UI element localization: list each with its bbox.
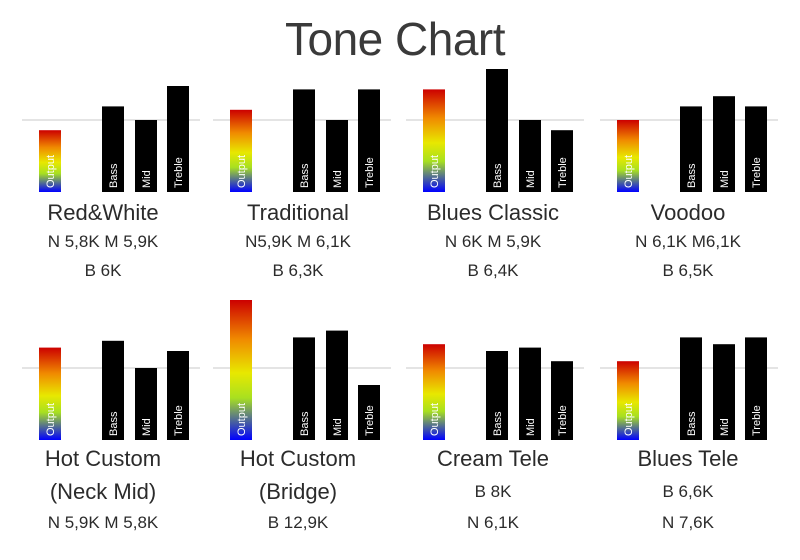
bar-label: Bass — [299, 163, 311, 188]
panel-name: Blues Classic — [427, 200, 559, 225]
bar-label: Bass — [686, 163, 698, 188]
tone-panel-6: Output Bass Mid Treble Hot Custom (Bridge) B 1… — [213, 300, 391, 532]
bar-bass — [486, 351, 508, 440]
tone-panel-1: Output Bass Mid Treble Red&White N 5,8K M 5,9… — [22, 86, 200, 280]
bar-label: Treble — [557, 405, 569, 436]
bar-label: Mid — [719, 170, 731, 188]
bar-label: Treble — [364, 157, 376, 188]
bar-bass — [293, 89, 315, 192]
tone-panel-4: Output Bass Mid Treble Voodoo N 6,1K M6,1K B 6… — [600, 96, 778, 280]
bar-label: Treble — [751, 157, 763, 188]
bar-treble — [358, 385, 380, 440]
bar-treble — [167, 86, 189, 192]
bar-label: Treble — [751, 405, 763, 436]
tone-panel-2: Output Bass Mid Treble Traditional N5,9K M 6,… — [213, 89, 391, 280]
panel-name: Hot Custom — [240, 446, 356, 471]
panel-spec: N 6,1K — [467, 513, 520, 532]
bar-label: Mid — [332, 170, 344, 188]
bar-label: Mid — [525, 170, 537, 188]
bar-label: Bass — [299, 411, 311, 436]
bar-treble — [551, 361, 573, 440]
bar-label: Output — [429, 403, 441, 436]
panel-spec: B 6,3K — [272, 261, 324, 280]
bar-bass — [486, 69, 508, 192]
bar-label: Bass — [108, 163, 120, 188]
bar-mid — [519, 347, 541, 440]
bar-bass — [102, 106, 124, 192]
bar-label: Treble — [173, 405, 185, 436]
panel-name: Blues Tele — [637, 446, 738, 471]
bar-label: Treble — [557, 157, 569, 188]
tone-panel-7: Output Bass Mid Treble Cream Tele B 8K N 6,1K — [406, 344, 584, 532]
bar-label: Mid — [141, 418, 153, 436]
panel-name: Voodoo — [651, 200, 726, 225]
panel-spec: N5,9K M 6,1K — [245, 232, 351, 251]
bar-label: Output — [623, 155, 635, 188]
bar-treble — [167, 351, 189, 440]
bar-label: Bass — [108, 411, 120, 436]
bar-mid — [519, 120, 541, 192]
panel-spec: B 6K — [85, 261, 123, 280]
panel-subname: (Neck Mid) — [50, 479, 156, 504]
bar-treble — [358, 89, 380, 192]
bar-output — [230, 300, 252, 440]
bar-treble — [745, 337, 767, 440]
panel-spec: B 6,4K — [467, 261, 519, 280]
bar-mid — [326, 330, 348, 440]
bar-output — [230, 109, 252, 192]
panel-name: Traditional — [247, 200, 349, 225]
panel-spec: N 6,1K M6,1K — [635, 232, 741, 251]
panel-name: Red&White — [47, 200, 158, 225]
panel-spec: B 6,6K — [662, 482, 714, 501]
bar-label: Bass — [492, 163, 504, 188]
panel-spec: N 7,6K — [662, 513, 715, 532]
bar-output — [39, 347, 61, 440]
bar-output — [423, 89, 445, 192]
panel-name: Hot Custom — [45, 446, 161, 471]
bar-mid — [326, 120, 348, 192]
bar-label: Treble — [364, 405, 376, 436]
bar-label: Mid — [141, 170, 153, 188]
bar-label: Bass — [492, 411, 504, 436]
page-title: Tone Chart — [284, 13, 506, 65]
bar-label: Output — [45, 155, 57, 188]
bar-output — [617, 361, 639, 440]
panel-subname: (Bridge) — [259, 479, 337, 504]
panel-name: Cream Tele — [437, 446, 549, 471]
panel-spec: N 6K M 5,9K — [445, 232, 542, 251]
bar-mid — [135, 368, 157, 440]
bar-bass — [680, 337, 702, 440]
tone-panel-5: Output Bass Mid Treble Hot Custom (Neck Mid) N… — [22, 340, 200, 532]
bar-treble — [745, 106, 767, 192]
bar-label: Output — [623, 403, 635, 436]
bar-label: Output — [45, 403, 57, 436]
tone-panel-3: Output Bass Mid Treble Blues Classic N 6K M 5… — [406, 69, 584, 280]
bar-label: Bass — [686, 411, 698, 436]
panel-spec: B 8K — [475, 482, 513, 501]
panel-spec: N 5,9K M 5,8K — [48, 513, 159, 532]
bar-label: Output — [236, 155, 248, 188]
tone-panel-8: Output Bass Mid Treble Blues Tele B 6,6K N 7,6… — [600, 337, 778, 532]
bar-label: Treble — [173, 157, 185, 188]
bar-mid — [713, 344, 735, 440]
panel-spec: B 12,9K — [268, 513, 329, 532]
bar-label: Output — [429, 155, 441, 188]
bar-bass — [102, 340, 124, 440]
bar-bass — [293, 337, 315, 440]
bar-label: Mid — [525, 418, 537, 436]
bar-label: Mid — [719, 418, 731, 436]
bar-output — [39, 130, 61, 192]
bar-bass — [680, 106, 702, 192]
bar-treble — [551, 130, 573, 192]
panel-spec: B 6,5K — [662, 261, 714, 280]
bar-mid — [713, 96, 735, 192]
bar-output — [423, 344, 445, 440]
panel-spec: N 5,8K M 5,9K — [48, 232, 159, 251]
bar-output — [617, 120, 639, 192]
bar-label: Mid — [332, 418, 344, 436]
bar-label: Output — [236, 403, 248, 436]
bar-mid — [135, 120, 157, 192]
